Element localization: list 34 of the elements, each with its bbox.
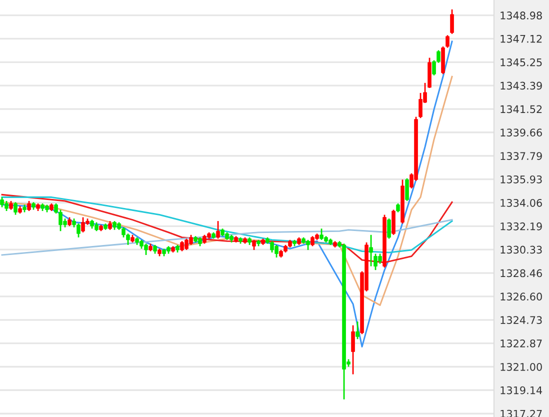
candlestick — [446, 34, 450, 48]
candlestick — [392, 209, 396, 236]
candlestick — [405, 178, 409, 202]
y-tick-label: 1326.60 — [500, 292, 542, 301]
y-tick-label: 1321.00 — [500, 362, 542, 371]
y-tick-label: 1319.14 — [500, 386, 542, 394]
candlestick — [450, 8, 454, 35]
candlestick — [351, 324, 355, 375]
y-tick-label: 1330.33 — [500, 246, 542, 254]
y-tick-label: 1328.46 — [500, 269, 542, 278]
candlestick — [387, 218, 391, 240]
y-tick-label: 1347.12 — [500, 34, 542, 43]
line-series — [1, 196, 453, 254]
y-tick-label: 1334.06 — [500, 198, 542, 207]
candlestick — [14, 202, 18, 216]
y-tick-label: 1345.25 — [500, 58, 542, 66]
line-series — [1, 76, 453, 306]
y-tick-label: 1324.73 — [500, 316, 542, 324]
line-series — [1, 194, 453, 264]
y-tick-label: 1322.87 — [500, 340, 542, 348]
line-series — [1, 40, 453, 348]
y-tick-label: 1337.79 — [500, 152, 542, 160]
candlestick — [369, 234, 373, 267]
line-series — [1, 219, 453, 256]
y-tick-label: 1348.98 — [500, 12, 542, 20]
candlestick — [27, 200, 31, 212]
y-tick-label: 1341.52 — [500, 105, 542, 114]
candlestick — [252, 239, 256, 251]
y-tick-label: 1343.39 — [500, 82, 542, 90]
y-tick-label: 1339.66 — [500, 128, 542, 136]
y-tick-label: 1332.19 — [500, 222, 542, 230]
y-tick-label: 1335.93 — [500, 175, 542, 184]
candlestick — [356, 320, 360, 340]
candlestick — [216, 220, 220, 240]
